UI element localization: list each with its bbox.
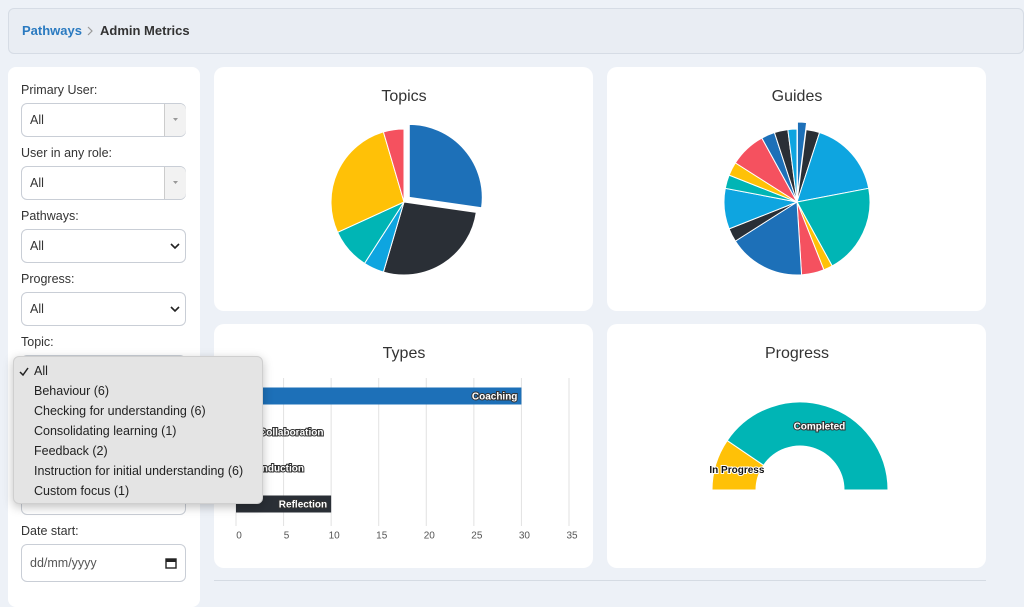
chevron: [170, 243, 180, 250]
select-value: All: [30, 113, 44, 127]
x-tick-label: 35: [566, 531, 578, 542]
breadcrumb-current: Admin Metrics: [100, 23, 190, 38]
filter-panel: [8, 67, 200, 607]
pie-slice: [382, 201, 477, 276]
date-placeholder: dd/mm/yyyy: [30, 556, 97, 570]
chevron: [170, 306, 180, 313]
chart-card: Types 0 5 10 15 20 25 30 35 Coaching Collaboration…: [214, 324, 593, 568]
pie-slice: [382, 128, 405, 203]
chart: Guides: [723, 88, 871, 276]
filter-label: Date start:: [21, 524, 79, 538]
chart: Progress In Progress Completed: [708, 345, 889, 491]
date-input[interactable]: dd/mm/yyyy: [21, 544, 186, 582]
pie-slice: [796, 131, 870, 203]
filter-select[interactable]: All: [21, 103, 186, 137]
select-arrow: [164, 104, 186, 136]
pie-slice: [408, 123, 483, 209]
chart-card: Progress In Progress Completed: [607, 324, 986, 568]
dropdown-option[interactable]: All: [34, 364, 48, 378]
filter-label: Progress:: [21, 272, 75, 286]
dropdown-option[interactable]: Behaviour (6): [34, 384, 110, 398]
select-value: All: [30, 176, 44, 190]
select-value: All: [30, 302, 44, 316]
bar-label: Reflection: [279, 500, 327, 511]
chart: Types 0 5 10 15 20 25 30 35 Coaching Collaboration…: [235, 345, 578, 542]
dropdown-option[interactable]: Feedback (2): [34, 444, 108, 458]
pie-slice: [796, 187, 871, 267]
x-tick-label: 0: [236, 531, 242, 542]
filter-label: Topic:: [21, 335, 54, 349]
pie-slice: [330, 131, 405, 233]
bar-label: Coaching: [472, 392, 518, 403]
chart-title: Progress: [765, 345, 829, 362]
check-icon: [19, 367, 29, 377]
divider: [214, 580, 986, 581]
bar-label: Induction: [259, 464, 304, 475]
dropdown-option[interactable]: Custom focus (1): [34, 484, 130, 498]
bar-label: Collaboration: [259, 428, 323, 439]
pie-slice: [787, 128, 798, 203]
segment-label: In Progress: [709, 465, 764, 476]
x-tick-label: 5: [284, 531, 290, 542]
chart-card: Topics: [214, 67, 593, 311]
filter-select[interactable]: All: [21, 292, 186, 326]
filter-select[interactable]: All: [21, 229, 186, 263]
arc-segment: [726, 401, 889, 491]
dropdown-option[interactable]: Instruction for initial understanding (6…: [34, 464, 244, 478]
breadcrumb: Pathways Admin Metrics: [8, 8, 1024, 54]
filter-select[interactable]: All: [21, 166, 186, 200]
breadcrumb-link[interactable]: Pathways: [22, 23, 82, 38]
dropdown-option[interactable]: Checking for understanding (6): [34, 404, 206, 418]
dropdown-menu: All Behaviour (6) Checking for understandi…: [13, 356, 263, 504]
chart-card: Guides: [607, 67, 986, 311]
bar: [236, 387, 522, 405]
chart-title: Topics: [381, 88, 426, 105]
x-tick-label: 30: [519, 531, 531, 542]
chart-title: Guides: [772, 88, 823, 105]
x-tick-label: 10: [329, 531, 341, 542]
select-arrow: [164, 167, 186, 199]
x-tick-label: 25: [471, 531, 483, 542]
chart-title: Types: [383, 345, 426, 362]
filter-label: User in any role:: [21, 146, 113, 160]
chevron: [87, 26, 93, 36]
calendar-icon: [165, 558, 177, 569]
x-tick-label: 15: [376, 531, 388, 542]
filter-label: Pathways:: [21, 209, 79, 223]
filter-label: Primary User:: [21, 83, 98, 97]
pie-slice: [734, 201, 803, 276]
select-value: All: [30, 239, 44, 253]
segment-label: Completed: [794, 422, 846, 433]
dropdown-option[interactable]: Consolidating learning (1): [34, 424, 177, 438]
chart: Topics: [330, 88, 483, 276]
x-tick-label: 20: [424, 531, 436, 542]
